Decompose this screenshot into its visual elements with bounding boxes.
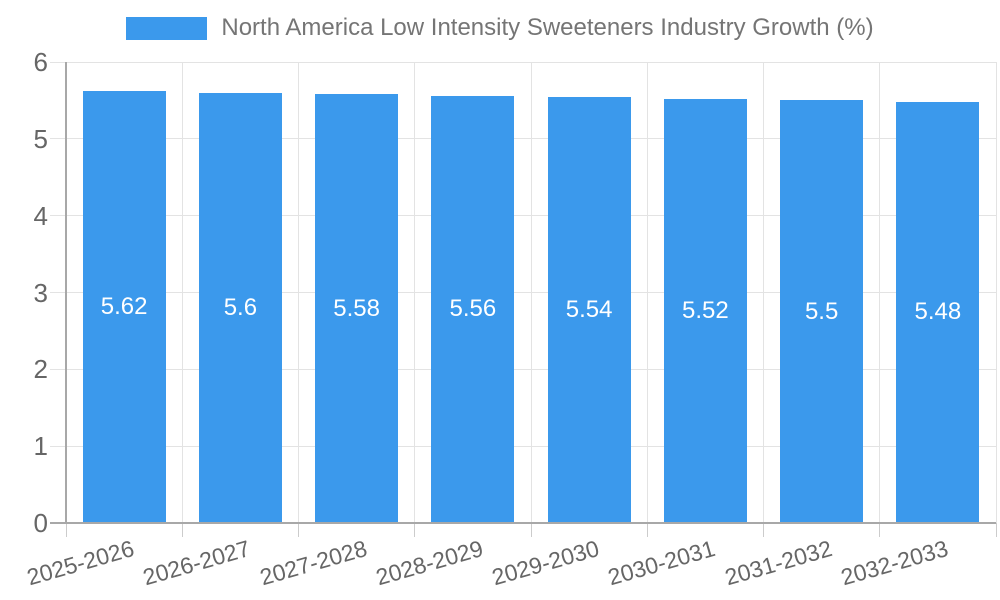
x-gridline bbox=[414, 62, 416, 523]
y-axis-tick-label: 3 bbox=[33, 277, 48, 308]
y-tick-mark bbox=[50, 138, 66, 140]
bar-value-label: 5.5 bbox=[804, 297, 839, 325]
y-axis-line bbox=[65, 62, 67, 523]
chart-legend: North America Low Intensity Sweeteners I… bbox=[0, 14, 1000, 42]
x-tick-mark bbox=[646, 523, 648, 537]
x-tick-mark bbox=[414, 523, 416, 537]
x-tick-mark bbox=[181, 523, 183, 537]
x-tick-mark bbox=[65, 523, 67, 537]
y-tick-mark bbox=[50, 368, 66, 370]
x-tick-mark bbox=[879, 523, 881, 537]
y-axis-tick-label: 6 bbox=[33, 47, 48, 77]
bar-2032-2033 bbox=[896, 101, 980, 523]
y-axis-tick-label: 2 bbox=[33, 354, 48, 385]
y-axis-tick-label: 1 bbox=[33, 431, 48, 462]
x-axis-line bbox=[50, 522, 996, 524]
x-gridline bbox=[763, 62, 764, 523]
bar-2027-2028 bbox=[315, 94, 399, 523]
x-tick-mark bbox=[298, 523, 299, 537]
y-axis-tick-label: 4 bbox=[33, 200, 48, 231]
y-axis-tick-label: 5 bbox=[33, 123, 48, 154]
bar-2026-2027 bbox=[198, 92, 282, 523]
bar-value-label: 5.52 bbox=[682, 296, 729, 324]
x-gridline bbox=[530, 62, 532, 523]
x-gridline bbox=[181, 62, 183, 523]
bar-value-label: 5.6 bbox=[223, 293, 258, 321]
x-gridline bbox=[298, 62, 299, 523]
bar-value-label: 5.58 bbox=[333, 294, 380, 322]
y-tick-mark bbox=[50, 445, 66, 447]
x-tick-mark bbox=[995, 523, 997, 537]
bar-2030-2031 bbox=[663, 98, 747, 523]
y-tick-mark bbox=[50, 215, 66, 217]
x-gridline bbox=[879, 62, 881, 523]
bar-value-label: 5.62 bbox=[100, 293, 148, 321]
bar-2029-2030 bbox=[547, 97, 631, 523]
x-tick-mark bbox=[763, 523, 764, 537]
bar-2025-2026 bbox=[82, 91, 166, 523]
y-axis-tick-label: 0 bbox=[33, 508, 48, 538]
x-gridline bbox=[646, 62, 648, 523]
x-gridline bbox=[995, 62, 997, 523]
bar-2028-2029 bbox=[431, 95, 515, 523]
bar-value-label: 5.48 bbox=[914, 298, 962, 326]
bar-2031-2032 bbox=[780, 100, 864, 523]
x-tick-mark bbox=[530, 523, 532, 537]
legend-label: North America Low Intensity Sweeteners I… bbox=[221, 14, 874, 41]
bar-value-label: 5.54 bbox=[565, 296, 613, 324]
y-tick-mark bbox=[50, 61, 66, 63]
y-tick-mark bbox=[50, 292, 66, 293]
bar-value-label: 5.56 bbox=[449, 295, 497, 323]
legend-swatch bbox=[126, 16, 208, 40]
